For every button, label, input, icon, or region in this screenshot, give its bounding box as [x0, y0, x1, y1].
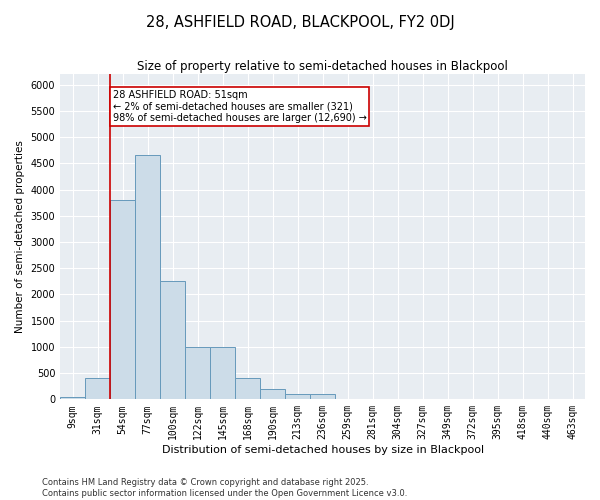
Bar [310, 394, 335, 400]
Bar [210, 347, 235, 400]
X-axis label: Distribution of semi-detached houses by size in Blackpool: Distribution of semi-detached houses by … [161, 445, 484, 455]
Bar [135, 156, 160, 400]
Y-axis label: Number of semi-detached properties: Number of semi-detached properties [15, 140, 25, 333]
Title: Size of property relative to semi-detached houses in Blackpool: Size of property relative to semi-detach… [137, 60, 508, 73]
Bar [60, 396, 85, 400]
Text: Contains HM Land Registry data © Crown copyright and database right 2025.
Contai: Contains HM Land Registry data © Crown c… [42, 478, 407, 498]
Text: 28, ASHFIELD ROAD, BLACKPOOL, FY2 0DJ: 28, ASHFIELD ROAD, BLACKPOOL, FY2 0DJ [146, 15, 454, 30]
Bar [160, 282, 185, 400]
Bar [185, 347, 210, 400]
Bar [260, 389, 285, 400]
Bar [110, 200, 135, 400]
Bar [85, 378, 110, 400]
Bar [235, 378, 260, 400]
Bar [285, 394, 310, 400]
Text: 28 ASHFIELD ROAD: 51sqm
← 2% of semi-detached houses are smaller (321)
98% of se: 28 ASHFIELD ROAD: 51sqm ← 2% of semi-det… [113, 90, 367, 123]
